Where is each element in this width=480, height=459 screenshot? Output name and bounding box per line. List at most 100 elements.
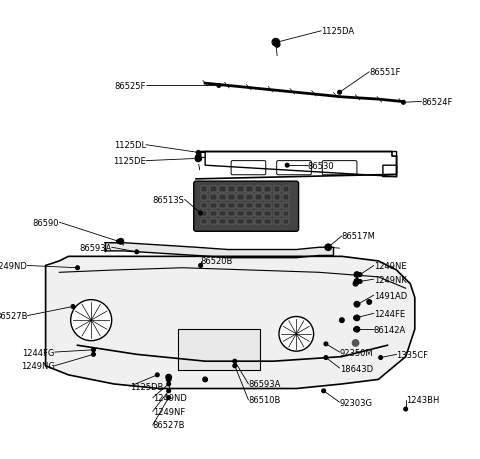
Bar (255, 195, 262, 201)
Polygon shape (46, 257, 415, 389)
Text: 1249ND: 1249ND (0, 261, 27, 270)
Bar (201, 187, 207, 192)
Circle shape (326, 246, 330, 250)
Bar (228, 219, 235, 225)
Bar (255, 219, 262, 225)
Circle shape (354, 315, 360, 321)
Circle shape (199, 264, 203, 268)
Circle shape (325, 245, 331, 251)
Circle shape (166, 375, 171, 380)
Bar (178, 330, 260, 370)
Circle shape (354, 272, 360, 278)
Text: 92350M: 92350M (339, 348, 373, 357)
Bar (219, 219, 226, 225)
Circle shape (379, 356, 383, 359)
Circle shape (338, 91, 341, 95)
Text: 86527B: 86527B (153, 420, 185, 430)
Circle shape (354, 327, 360, 332)
Bar (201, 219, 207, 225)
Circle shape (367, 300, 372, 304)
Circle shape (272, 39, 279, 47)
Circle shape (324, 356, 328, 359)
Text: 1125DE: 1125DE (113, 157, 146, 166)
Circle shape (402, 101, 405, 105)
Text: 86551F: 86551F (369, 68, 401, 77)
Text: 1244FG: 1244FG (23, 348, 55, 357)
Circle shape (167, 377, 171, 382)
Bar (219, 211, 226, 217)
Circle shape (354, 328, 358, 331)
Circle shape (76, 266, 79, 270)
Text: 1243BH: 1243BH (406, 396, 439, 404)
Bar (274, 195, 280, 201)
Bar (246, 195, 253, 201)
Circle shape (354, 316, 358, 320)
Text: 92303G: 92303G (339, 398, 372, 407)
Circle shape (352, 340, 359, 347)
Bar (201, 211, 207, 217)
Circle shape (167, 389, 170, 393)
FancyBboxPatch shape (231, 161, 266, 175)
Bar (255, 203, 262, 208)
Circle shape (233, 359, 237, 363)
Circle shape (156, 373, 159, 377)
Circle shape (276, 41, 279, 45)
Circle shape (92, 353, 96, 356)
Bar (274, 203, 280, 208)
Circle shape (195, 156, 202, 162)
Circle shape (195, 156, 201, 162)
Circle shape (275, 43, 280, 48)
Bar (228, 187, 235, 192)
Circle shape (233, 364, 237, 368)
Text: 1249NG: 1249NG (21, 361, 55, 370)
Circle shape (92, 348, 96, 352)
Circle shape (217, 84, 221, 88)
Bar (210, 203, 216, 208)
Text: 18643D: 18643D (339, 364, 373, 373)
Bar (237, 203, 244, 208)
Bar (228, 203, 235, 208)
Circle shape (353, 282, 358, 286)
Text: 1125DA: 1125DA (322, 27, 355, 36)
Circle shape (404, 407, 408, 411)
Circle shape (117, 240, 120, 244)
Circle shape (118, 239, 123, 245)
Bar (228, 211, 235, 217)
Bar (264, 195, 271, 201)
Text: 1125DB: 1125DB (130, 382, 163, 391)
Circle shape (358, 273, 362, 277)
FancyBboxPatch shape (322, 161, 357, 175)
Circle shape (71, 300, 112, 341)
Bar (274, 219, 280, 225)
Bar (210, 219, 216, 225)
Text: 1125DL: 1125DL (114, 141, 146, 150)
Circle shape (285, 164, 289, 168)
Circle shape (322, 389, 325, 393)
Circle shape (71, 305, 75, 308)
Text: 86513S: 86513S (153, 196, 185, 204)
Bar (246, 203, 253, 208)
Bar (237, 187, 244, 192)
Bar (264, 219, 271, 225)
Bar (283, 195, 289, 201)
Bar (210, 195, 216, 201)
Bar (274, 211, 280, 217)
Circle shape (354, 302, 360, 307)
Text: 86593A: 86593A (79, 243, 112, 252)
Text: 86524F: 86524F (421, 98, 453, 106)
Bar (264, 187, 271, 192)
FancyBboxPatch shape (194, 182, 299, 232)
Bar (237, 219, 244, 225)
Bar (283, 203, 289, 208)
Bar (237, 211, 244, 217)
Text: 1249NF: 1249NF (153, 407, 185, 416)
Circle shape (196, 157, 200, 161)
Text: 86520B: 86520B (201, 257, 233, 266)
Bar (264, 211, 271, 217)
Text: 1244FE: 1244FE (374, 309, 405, 318)
Bar (246, 187, 253, 192)
Text: 1249ND: 1249ND (153, 393, 187, 402)
Bar (210, 211, 216, 217)
Bar (210, 187, 216, 192)
Text: 86593A: 86593A (249, 380, 281, 389)
